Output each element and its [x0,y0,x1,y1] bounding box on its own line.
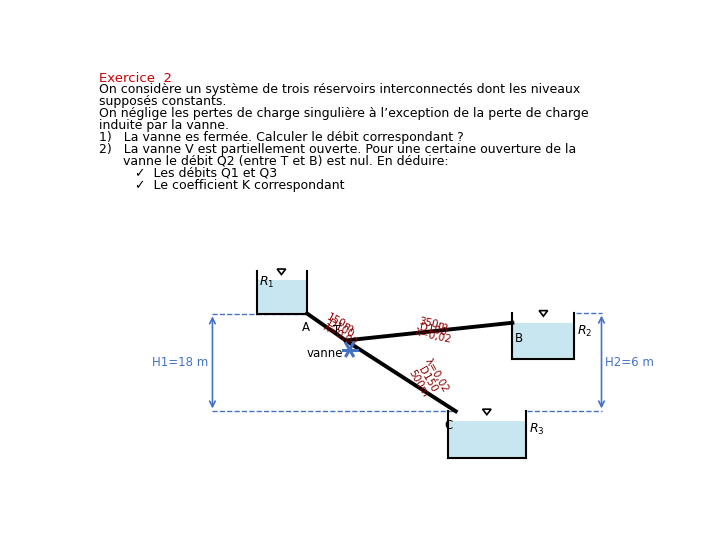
Bar [513,323,575,359]
Text: T: T [333,323,340,336]
Text: ✓  Le coefficient K correspondant: ✓ Le coefficient K correspondant [99,179,345,192]
Text: 1)   La vanne es fermée. Calculer le débit correspondant ?: 1) La vanne es fermée. Calculer le débit… [99,131,464,144]
Text: A: A [302,321,310,334]
Text: λ=0,02: λ=0,02 [423,357,450,395]
Text: 150m: 150m [325,312,356,335]
Text: vanne le débit Q2 (entre T et B) est nul. En déduire:: vanne le débit Q2 (entre T et B) est nul… [99,155,449,168]
Text: D100: D100 [418,322,448,338]
Text: D150: D150 [416,365,438,394]
Text: 2)   La vanne V est partiellement ouverte. Pour une certaine ouverture de la: 2) La vanne V est partiellement ouverte.… [99,143,577,156]
Text: On considère un système de trois réservoirs interconnectés dont les niveaux: On considère un système de trois réservo… [99,83,580,96]
Text: 350m: 350m [418,316,449,332]
Bar [256,280,307,314]
Text: $R_1$: $R_1$ [259,275,274,290]
Text: H1=18 m: H1=18 m [153,356,209,369]
Text: C: C [444,419,452,432]
Text: λ=0,02: λ=0,02 [413,327,452,345]
Text: On néglige les pertes de charge singulière à l’exception de la perte de charge: On néglige les pertes de charge singuliè… [99,107,589,120]
Text: $R_2$: $R_2$ [577,323,593,339]
Text: 500m: 500m [406,368,430,399]
Text: induite par la vanne.: induite par la vanne. [99,119,229,132]
Bar [448,421,526,457]
Text: ✓  Les débits Q1 et Q3: ✓ Les débits Q1 et Q3 [99,167,277,180]
Text: D100: D100 [325,319,355,340]
Text: vanne: vanne [307,347,343,360]
Text: supposés constants.: supposés constants. [99,95,227,108]
Text: λ=0,02: λ=0,02 [321,322,359,349]
Text: B: B [515,332,523,345]
Text: $R_3$: $R_3$ [528,422,544,437]
Text: H2=6 m: H2=6 m [606,355,654,368]
Text: Exercice  2: Exercice 2 [99,72,172,85]
